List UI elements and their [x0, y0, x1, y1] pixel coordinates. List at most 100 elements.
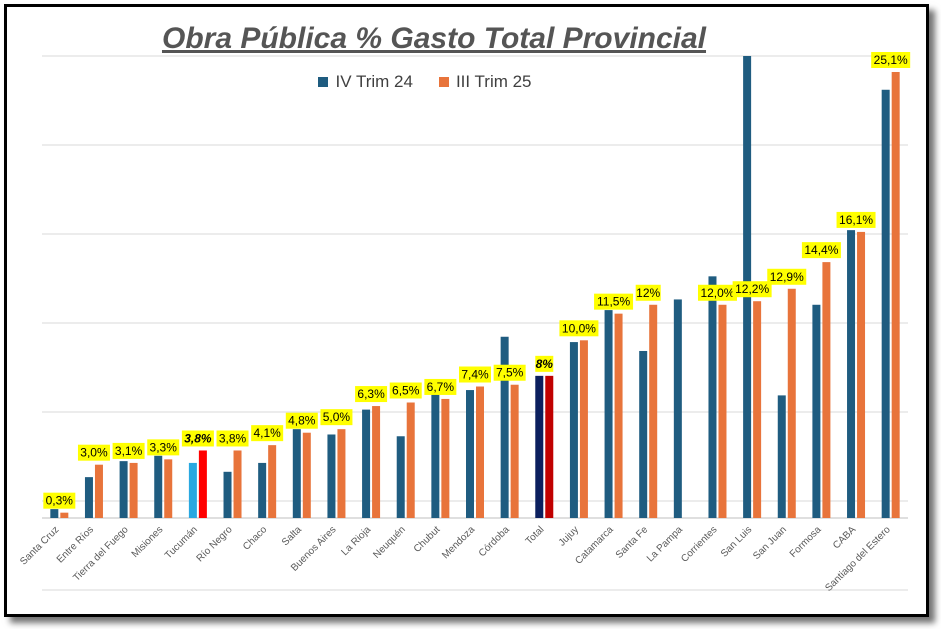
- bar-iii-trim-25-caba: [857, 231, 866, 518]
- bar-iii-trim-25-misiones: [164, 459, 173, 518]
- tick-label-caba: CABA: [831, 524, 858, 551]
- legend-label-iv-trim-24: IV Trim 24: [335, 72, 413, 91]
- bar-iv-trim-24-cordoba: [500, 336, 509, 518]
- data-label-santa-fe: 12%: [636, 286, 660, 300]
- legend-item-iv-trim-24: IV Trim 24: [318, 72, 413, 92]
- bar-iii-trim-25-total: [545, 375, 554, 518]
- bar-iv-trim-24-total: [535, 375, 544, 518]
- chart-title: Obra Pública % Gasto Total Provincial: [161, 22, 707, 55]
- data-label-bg-chaco: [251, 425, 284, 442]
- data-label-tierra-del-fuego: 3,1%: [115, 444, 143, 458]
- bar-iv-trim-24-tucuman: [188, 462, 197, 518]
- bar-iii-trim-25-san-juan: [787, 288, 796, 518]
- data-label-bg-misiones: [147, 439, 180, 456]
- bar-iii-trim-25-corrientes: [718, 304, 727, 518]
- tick-label-chaco: Chaco: [241, 524, 270, 553]
- data-label-bg-santa-fe: [635, 284, 661, 301]
- bar-iii-trim-25-cordoba: [510, 384, 519, 518]
- data-label-total: 8%: [536, 357, 554, 371]
- bar-iv-trim-24-jujuy: [569, 342, 578, 518]
- data-label-tucuman: 3,8%: [184, 431, 212, 445]
- data-label-bg-tierra-del-fuego: [112, 442, 145, 459]
- bar-iii-trim-25-santa-fe: [649, 304, 658, 518]
- data-label-bg-tucuman: [181, 430, 214, 447]
- bar-iii-trim-25-san-luis: [753, 301, 762, 518]
- data-label-la-rioja: 6,3%: [357, 387, 385, 401]
- data-label-bg-cordoba: [493, 364, 526, 381]
- data-label-buenos-aires: 5,0%: [323, 410, 351, 424]
- data-label-santiago-del-estero: 25,1%: [874, 53, 908, 67]
- bar-iii-trim-25-la-rioja: [372, 406, 381, 518]
- tick-label-mendoza: Mendoza: [440, 524, 477, 561]
- data-label-bg-entre-rios: [77, 444, 110, 461]
- data-label-bg-chubut: [424, 378, 457, 395]
- tick-label-san-luis: San Luis: [719, 524, 754, 559]
- data-label-bg-jujuy: [559, 320, 599, 337]
- tick-label-total: Total: [524, 524, 547, 547]
- bar-iv-trim-24-caba: [847, 230, 856, 518]
- data-label-bg-salta: [285, 412, 318, 429]
- bar-iv-trim-24-mendoza: [466, 390, 474, 518]
- data-label-san-juan: 12,9%: [770, 270, 804, 284]
- data-label-misiones: 3,3%: [150, 440, 178, 454]
- tick-label-misiones: Misiones: [130, 524, 166, 560]
- tick-label-santiago-del-estero: Santiago del Estero: [823, 524, 893, 594]
- data-label-catamarca: 11,5%: [597, 295, 630, 309]
- data-label-cordoba: 7,5%: [496, 366, 524, 380]
- bar-iv-trim-24-santa-cruz: [50, 509, 59, 518]
- bar-iii-trim-25-tierra-del-fuego: [129, 462, 138, 518]
- bar-iii-trim-25-formosa: [822, 262, 831, 518]
- data-label-bg-san-luis: [732, 281, 772, 298]
- data-label-caba: 16,1%: [839, 213, 873, 227]
- data-label-bg-santa-cruz: [43, 492, 76, 509]
- legend-item-iii-trim-25: III Trim 25: [438, 72, 532, 92]
- legend-swatch-iv-trim-24: [318, 77, 329, 87]
- bar-iv-trim-24-tierra-del-fuego: [119, 461, 128, 518]
- data-label-chubut: 6,7%: [427, 380, 455, 394]
- bar-iv-trim-24-chaco: [258, 462, 267, 518]
- data-label-neuquen: 6,5%: [392, 384, 420, 398]
- data-label-formosa: 14,4%: [804, 243, 838, 257]
- data-label-bg-buenos-aires: [320, 409, 353, 426]
- legend-label-iii-trim-25: III Trim 25: [455, 72, 532, 91]
- bar-iv-trim-24-formosa: [812, 304, 821, 518]
- data-label-bg-mendoza: [459, 366, 491, 383]
- tick-label-la-rioja: La Rioja: [339, 524, 373, 558]
- tick-label-rio-negro: Río Negro: [195, 524, 235, 564]
- tick-label-cordoba: Córdoba: [477, 524, 512, 559]
- tick-label-chubut: Chubut: [412, 524, 443, 555]
- bar-iv-trim-24-rio-negro: [223, 471, 232, 518]
- tick-label-corrientes: Corrientes: [679, 524, 719, 564]
- data-label-san-luis: 12,2%: [735, 282, 769, 296]
- bar-iii-trim-25-entre-rios: [94, 464, 103, 518]
- bar-iv-trim-24-buenos-aires: [327, 434, 336, 518]
- data-label-bg-rio-negro: [216, 430, 249, 447]
- data-label-salta: 4,8%: [288, 414, 316, 428]
- bar-iii-trim-25-chubut: [441, 398, 450, 518]
- data-label-bg-total: [535, 355, 554, 372]
- bar-iv-trim-24-neuquen: [396, 436, 405, 518]
- bar-iii-trim-25-rio-negro: [233, 450, 242, 518]
- tick-label-formosa: Formosa: [788, 524, 824, 560]
- bar-iv-trim-24-la-pampa: [673, 299, 682, 518]
- bar-iv-trim-24-la-rioja: [362, 409, 371, 518]
- bar-iii-trim-25-jujuy: [579, 340, 588, 518]
- bar-iii-trim-25-salta: [302, 432, 311, 518]
- data-label-bg-la-rioja: [355, 386, 388, 403]
- bar-iv-trim-24-misiones: [154, 455, 163, 518]
- data-label-bg-caba: [836, 211, 876, 228]
- data-label-bg-formosa: [801, 242, 841, 259]
- legend-swatch-iii-trim-25: [438, 77, 449, 87]
- bar-iv-trim-24-santa-fe: [639, 350, 648, 518]
- data-label-chaco: 4,1%: [253, 426, 281, 440]
- bar-iii-trim-25-santa-cruz: [60, 512, 69, 518]
- bar-iv-trim-24-chubut: [431, 393, 440, 518]
- tick-label-neuquen: Neuquén: [371, 524, 407, 560]
- bar-iv-trim-24-santiago-del-estero: [881, 89, 890, 518]
- data-label-mendoza: 7,4%: [461, 368, 489, 382]
- data-label-jujuy: 10,0%: [562, 321, 596, 335]
- bar-iii-trim-25-neuquen: [406, 402, 415, 518]
- data-label-entre-rios: 3,0%: [80, 446, 108, 460]
- data-label-bg-san-juan: [767, 268, 807, 285]
